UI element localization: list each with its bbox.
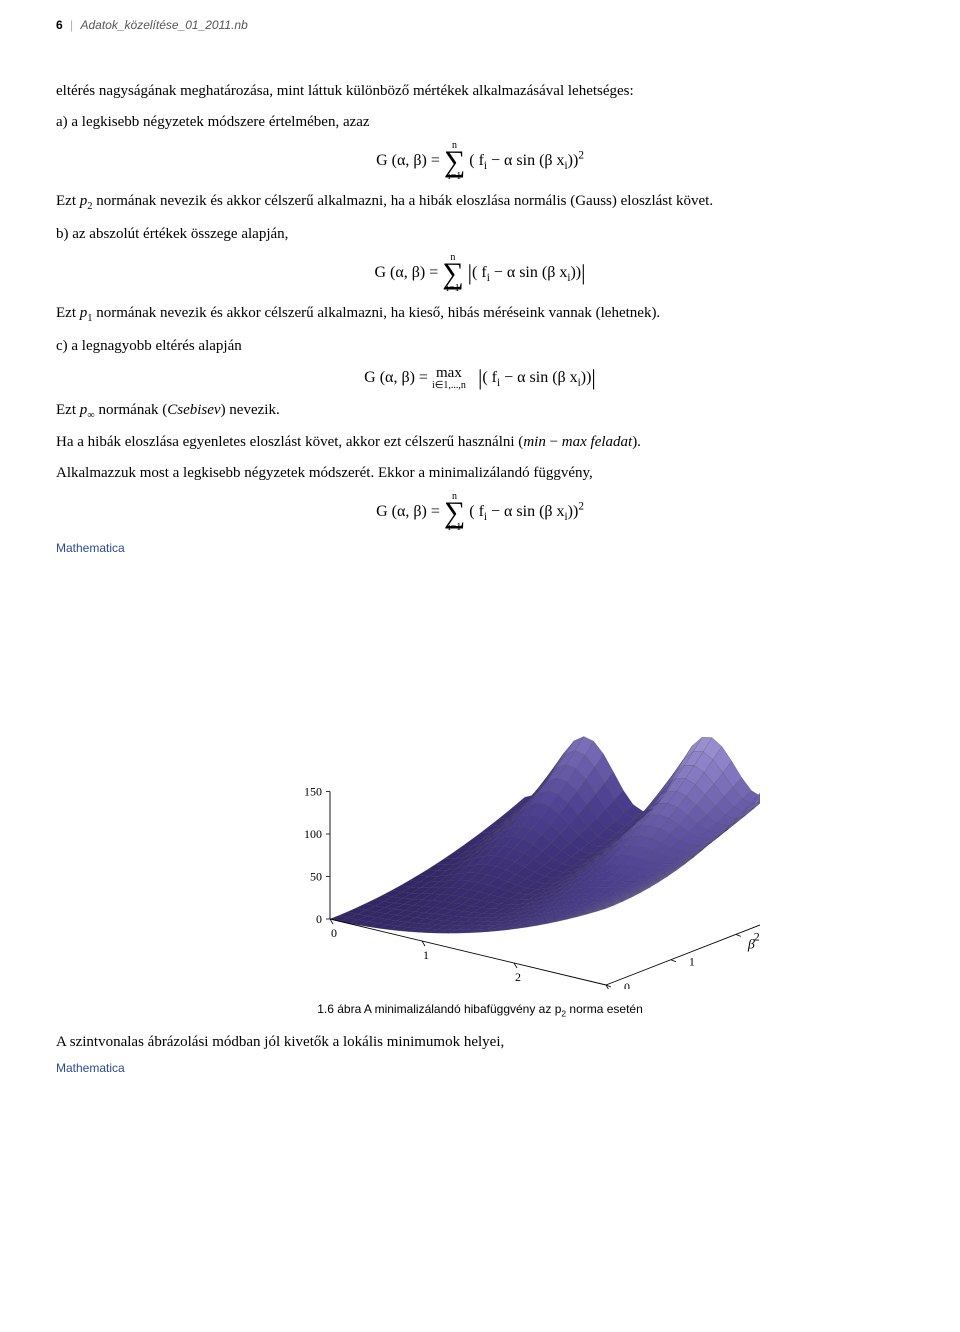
formula-lhs: G (α, β) =	[376, 503, 444, 520]
svg-text:100: 100	[304, 827, 322, 841]
intro-paragraph: eltérés nagyságának meghatározása, mint …	[56, 80, 904, 103]
formula-c: G (α, β) = max i∈1,...,n |( fi − α sin (…	[56, 366, 904, 391]
mathematica-label: Mathematica	[56, 1061, 904, 1075]
apply-text: Alkalmazzuk most a legkisebb négyzetek m…	[56, 462, 904, 485]
minmax-text: Ha a hibák eloszlása egyenletes eloszlás…	[56, 431, 904, 454]
formula-lhs: G (α, β) =	[374, 264, 442, 281]
pinf-text: Ezt p∞ normának (Csebisev) nevezik.	[56, 399, 904, 424]
svg-text:50: 50	[310, 870, 322, 884]
formula-lhs: G (α, β) =	[364, 369, 432, 386]
summation: n ∑ i=1	[444, 141, 465, 182]
page-number: 6	[56, 18, 63, 32]
formula-body: ( fi − α sin (β xi))2	[469, 503, 584, 520]
page-header: 6 | Adatok_közelítése_01_2011.nb	[56, 18, 904, 32]
formula-apply: G (α, β) = n ∑ i=1 ( fi − α sin (β xi))2	[56, 492, 904, 533]
svg-text:0: 0	[624, 980, 630, 989]
formula-body: |( fi − α sin (β xi))|	[478, 369, 596, 386]
formula-body: |( fi − α sin (β xi))|	[468, 264, 586, 281]
svg-text:150: 150	[304, 785, 322, 799]
svg-text:1: 1	[423, 948, 429, 962]
p1-text: Ezt p1 normának nevezik és akkor célszer…	[56, 302, 904, 327]
summation: n ∑ i=1	[444, 492, 465, 533]
file-name: Adatok_közelítése_01_2011.nb	[81, 18, 248, 32]
svg-text:β: β	[747, 938, 755, 953]
formula-body: ( fi − α sin (β xi))2	[469, 152, 584, 169]
section-a-lead: a) a legkisebb négyzetek módszere értelm…	[56, 111, 904, 134]
p2-text: Ezt p2 normának nevezik és akkor célszer…	[56, 190, 904, 215]
plot3d-surface: 0501001500123α0123β	[200, 569, 760, 989]
formula-a: G (α, β) = n ∑ i=1 ( fi − α sin (β xi))2	[56, 141, 904, 182]
svg-text:1: 1	[689, 955, 695, 969]
svg-text:2: 2	[515, 970, 521, 984]
section-b-lead: b) az abszolút értékek összege alapján,	[56, 223, 904, 246]
svg-text:α: α	[502, 986, 510, 989]
svg-text:0: 0	[316, 912, 322, 926]
figure-caption: 1.6 ábra A minimalizálandó hibafüggvény …	[56, 1002, 904, 1018]
section-c-lead: c) a legnagyobb eltérés alapján	[56, 335, 904, 358]
svg-text:0: 0	[331, 926, 337, 940]
mathematica-label: Mathematica	[56, 541, 904, 555]
contour-text: A szintvonalas ábrázolási módban jól kiv…	[56, 1031, 904, 1054]
header-separator: |	[66, 18, 77, 32]
max-operator: max i∈1,...,n	[432, 366, 466, 391]
summation: n ∑ i=1	[442, 253, 463, 294]
formula-lhs: G (α, β) =	[376, 152, 444, 169]
formula-b: G (α, β) = n ∑ i=1 |( fi − α sin (β xi))…	[56, 253, 904, 294]
plot3d-container: 0501001500123α0123β	[56, 569, 904, 994]
